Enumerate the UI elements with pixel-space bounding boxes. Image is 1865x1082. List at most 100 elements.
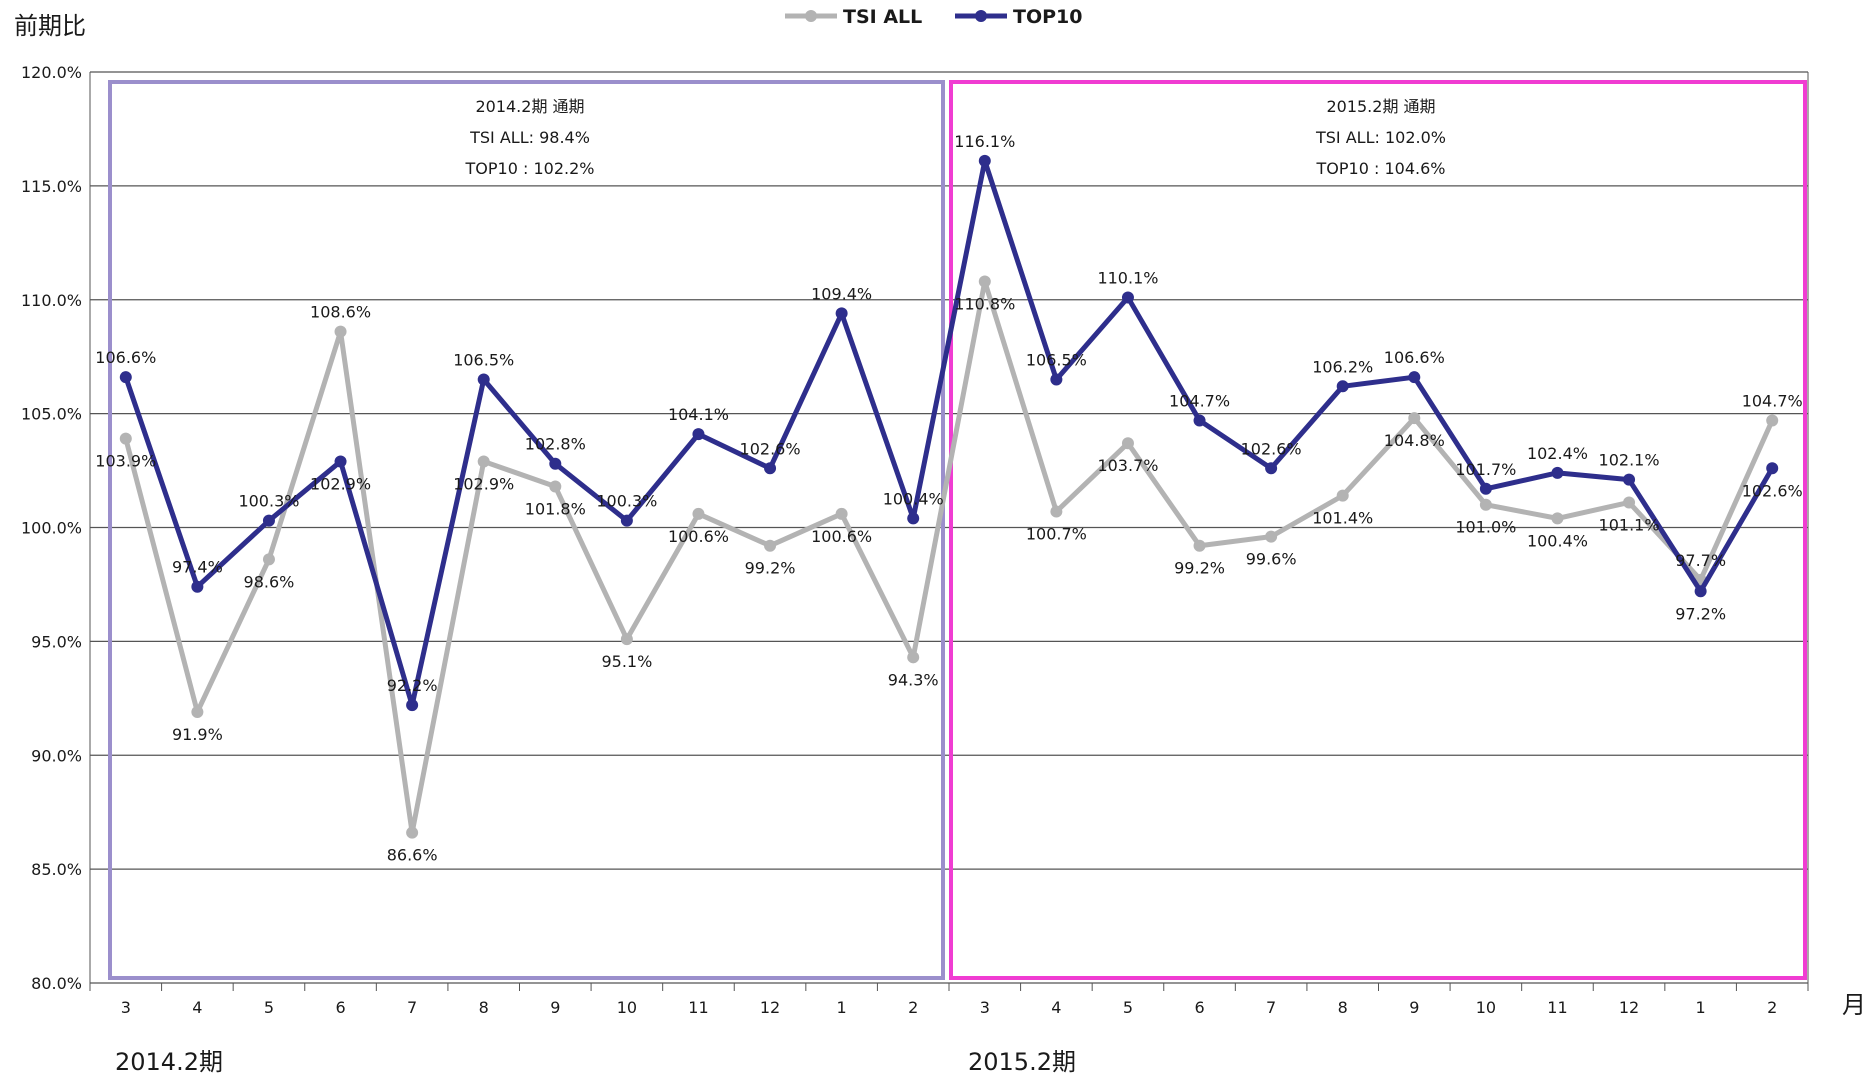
period-note-2015-line1: 2015.2期 通期	[1326, 97, 1435, 116]
y-tick-label: 120.0%	[21, 63, 82, 82]
data-label: 102.6%	[1241, 439, 1302, 458]
period-label-2015: 2015.2期	[968, 1048, 1076, 1076]
data-point	[1408, 412, 1421, 425]
data-label: 97.7%	[1675, 551, 1726, 570]
data-label: 104.8%	[1384, 431, 1445, 450]
period-note-2014-line2: TSI ALL: 98.4%	[469, 128, 590, 147]
data-label: 106.6%	[1384, 348, 1445, 367]
x-tick-label: 2	[908, 998, 918, 1017]
data-point	[1265, 462, 1278, 475]
data-label: 98.6%	[244, 572, 295, 591]
data-label: 102.8%	[525, 435, 586, 454]
data-label: 100.4%	[1527, 531, 1588, 550]
data-point	[1336, 380, 1349, 393]
data-point	[119, 371, 132, 384]
x-tick-label: 5	[1123, 998, 1133, 1017]
series-line-tsi-all	[123, 279, 1775, 836]
data-label: 99.6%	[1246, 550, 1297, 569]
data-point	[978, 275, 991, 288]
period-boxes	[108, 80, 1807, 980]
data-point	[1766, 414, 1779, 427]
data-point	[1766, 462, 1779, 475]
data-point	[1121, 437, 1134, 450]
data-point	[549, 457, 562, 470]
data-label: 101.0%	[1455, 518, 1516, 537]
y-tick-label: 90.0%	[31, 746, 82, 765]
period-note-2014-line1: 2014.2期 通期	[475, 97, 584, 116]
data-label: 104.7%	[1742, 391, 1803, 410]
data-label: 108.6%	[310, 303, 371, 322]
data-label: 102.9%	[453, 474, 514, 493]
data-point	[406, 699, 419, 712]
x-tick-label: 11	[1547, 998, 1567, 1017]
data-point	[907, 512, 920, 525]
period-note-2015-line2: TSI ALL: 102.0%	[1315, 128, 1446, 147]
data-label: 99.2%	[745, 559, 796, 578]
data-label: 104.7%	[1169, 391, 1230, 410]
x-tick-label: 6	[1194, 998, 1204, 1017]
data-label: 102.4%	[1527, 444, 1588, 463]
y-tick-label: 110.0%	[21, 291, 82, 310]
data-point	[1623, 473, 1636, 486]
series-lines	[119, 154, 1779, 839]
data-label: 102.6%	[1742, 481, 1803, 500]
data-point	[1193, 414, 1206, 427]
data-label: 116.1%	[954, 132, 1015, 151]
x-tick-label: 7	[1266, 998, 1276, 1017]
y-axis-title: 前期比	[14, 12, 86, 40]
x-tick-label: 10	[1476, 998, 1496, 1017]
data-label: 97.2%	[1675, 604, 1726, 623]
data-label: 102.6%	[740, 439, 801, 458]
x-tick-label: 3	[980, 998, 990, 1017]
data-point	[1479, 482, 1492, 495]
legend-label: TSI ALL	[843, 6, 922, 28]
data-label: 99.2%	[1174, 559, 1225, 578]
y-tick-label: 105.0%	[21, 405, 82, 424]
data-point	[1694, 585, 1707, 598]
data-label: 104.1%	[668, 405, 729, 424]
data-point	[764, 539, 777, 552]
data-point	[1551, 466, 1564, 479]
data-label: 100.6%	[668, 527, 729, 546]
data-label: 103.9%	[95, 452, 156, 471]
data-point	[1551, 512, 1564, 525]
data-label: 106.2%	[1312, 357, 1373, 376]
x-tick-label: 5	[264, 998, 274, 1017]
data-label: 102.1%	[1599, 451, 1660, 470]
data-point	[978, 154, 991, 167]
data-label: 101.4%	[1312, 509, 1373, 528]
data-point	[477, 455, 490, 468]
x-tick-label: 11	[688, 998, 708, 1017]
data-labels: 103.9% 91.9% 98.6% 108.6% 86.6% 102.9% 101.8% 9…	[95, 132, 1802, 865]
data-label: 100.4%	[883, 489, 944, 508]
data-point	[406, 826, 419, 839]
data-label: 94.3%	[888, 670, 939, 689]
data-label: 110.8%	[954, 295, 1015, 314]
x-tick-label: 9	[550, 998, 560, 1017]
data-label: 101.1%	[1599, 515, 1660, 534]
period-label-2014: 2014.2期	[115, 1048, 223, 1076]
data-point	[334, 455, 347, 468]
legend-label: TOP10	[1013, 6, 1082, 28]
data-point	[907, 651, 920, 664]
data-label: 102.9%	[310, 474, 371, 493]
data-point	[692, 428, 705, 441]
x-tick-label: 3	[121, 998, 131, 1017]
x-tick-label: 9	[1409, 998, 1419, 1017]
data-point	[1050, 505, 1063, 518]
data-point	[1050, 373, 1063, 386]
x-tick-label: 4	[1051, 998, 1061, 1017]
series-line-top10	[123, 158, 1775, 708]
period-note-2015-line3: TOP10 : 104.6%	[1316, 159, 1446, 178]
data-point	[334, 325, 347, 338]
data-point	[262, 514, 275, 527]
y-tick-label: 80.0%	[31, 974, 82, 993]
data-point	[620, 633, 633, 646]
legend-marker	[975, 10, 987, 22]
y-tick-label: 95.0%	[31, 632, 82, 651]
legend: TSI ALL TOP10	[785, 6, 1082, 28]
x-tick-label: 12	[1619, 998, 1639, 1017]
period-box-2015	[949, 80, 1807, 980]
data-point	[1479, 498, 1492, 511]
